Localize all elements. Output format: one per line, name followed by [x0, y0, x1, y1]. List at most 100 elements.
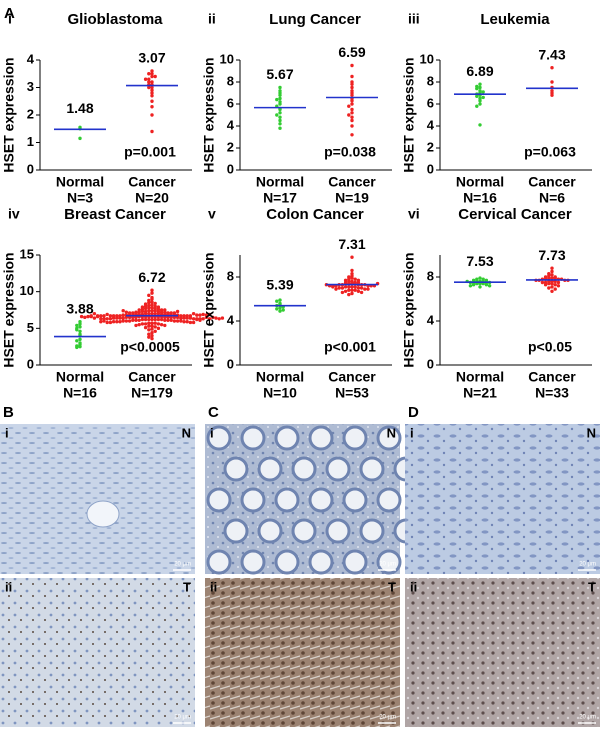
image-tag: N	[387, 425, 396, 440]
data-point	[150, 309, 154, 313]
data-point	[78, 325, 82, 329]
data-point	[150, 69, 154, 73]
data-point	[153, 317, 157, 322]
data-point	[150, 99, 154, 103]
data-point	[175, 319, 180, 323]
data-point	[150, 72, 154, 76]
y-tick-label: 10	[20, 283, 34, 298]
image-panel-letter: C	[208, 404, 219, 421]
data-point	[147, 306, 151, 310]
data-point	[211, 315, 215, 320]
n-label: N=3	[67, 190, 93, 206]
data-point	[166, 318, 170, 322]
crypt	[342, 487, 368, 513]
data-point	[278, 85, 282, 90]
mean-label: 6.59	[338, 44, 365, 60]
y-tick-label: 10	[420, 51, 434, 66]
y-tick-label: 10	[220, 51, 234, 66]
data-point	[150, 297, 154, 301]
crypt	[359, 456, 385, 482]
y-tick-label: 3	[27, 79, 34, 94]
data-point	[350, 107, 354, 112]
data-point	[350, 124, 354, 128]
y-tick-label: 4	[427, 117, 435, 132]
data-point	[78, 329, 82, 333]
data-point	[150, 113, 154, 117]
data-point	[334, 287, 338, 291]
data-point	[185, 320, 189, 324]
data-point	[150, 336, 154, 341]
data-point	[137, 318, 141, 322]
data-point	[353, 288, 357, 292]
data-point	[191, 311, 196, 316]
crypt	[359, 518, 385, 544]
data-point	[153, 321, 157, 325]
y-tick-label: 1	[27, 134, 34, 149]
y-tick-label: 0	[427, 161, 434, 176]
data-point	[278, 126, 282, 130]
mean-label: 7.73	[538, 247, 565, 263]
y-axis-label: HSET expression	[201, 252, 217, 367]
crypt	[257, 518, 283, 544]
y-tick-label: 0	[427, 356, 434, 371]
data-point	[553, 276, 557, 280]
data-point	[471, 283, 476, 287]
panel-label: iv	[8, 206, 20, 222]
data-point	[363, 287, 367, 291]
data-point	[487, 284, 492, 288]
data-point	[478, 102, 482, 106]
panel-label: iii	[408, 11, 420, 27]
data-point	[121, 319, 125, 323]
data-point	[353, 277, 357, 281]
data-point	[147, 335, 151, 339]
data-point	[359, 290, 364, 295]
data-point	[75, 323, 79, 328]
data-point	[182, 320, 186, 324]
data-point	[147, 332, 151, 336]
data-point	[185, 316, 189, 320]
data-point	[356, 289, 361, 293]
data-point	[195, 313, 199, 317]
data-point	[353, 285, 357, 289]
data-point	[169, 318, 173, 322]
data-point	[143, 317, 148, 322]
data-point	[147, 72, 151, 76]
y-tick-label: 6	[427, 95, 434, 110]
mean-label: 7.31	[338, 236, 365, 252]
data-point	[153, 311, 157, 316]
data-point	[150, 324, 154, 328]
data-point	[278, 96, 282, 101]
data-point	[543, 283, 548, 287]
data-point	[278, 309, 282, 313]
scale-bar-label: 20 μm	[579, 715, 596, 721]
data-point	[150, 288, 154, 292]
mean-label: 1.48	[66, 100, 93, 116]
y-tick-label: 6	[227, 95, 234, 110]
n-label: N=19	[335, 190, 369, 206]
image-sublabel: ii	[410, 579, 417, 594]
data-point	[121, 316, 125, 320]
image-sublabel: i	[410, 425, 414, 440]
data-point	[275, 113, 279, 117]
y-axis-label: HSET expression	[1, 252, 17, 367]
data-point	[278, 298, 282, 302]
data-point	[278, 111, 282, 115]
scale-bar-label: 20 μm	[379, 715, 396, 721]
data-point	[99, 314, 103, 318]
data-point	[347, 292, 351, 297]
data-point	[350, 133, 354, 137]
data-point	[150, 321, 154, 325]
data-point	[143, 322, 148, 326]
data-point	[147, 77, 151, 81]
chart-title: Cervical Cancer	[458, 206, 572, 223]
data-point	[553, 287, 557, 291]
data-point	[198, 313, 202, 317]
data-point	[105, 320, 109, 325]
data-point	[475, 104, 479, 108]
data-point	[350, 85, 354, 90]
data-point	[147, 85, 151, 90]
y-tick-label: 5	[27, 320, 34, 335]
data-point	[150, 333, 154, 338]
data-point	[115, 320, 119, 324]
data-point	[108, 314, 113, 318]
